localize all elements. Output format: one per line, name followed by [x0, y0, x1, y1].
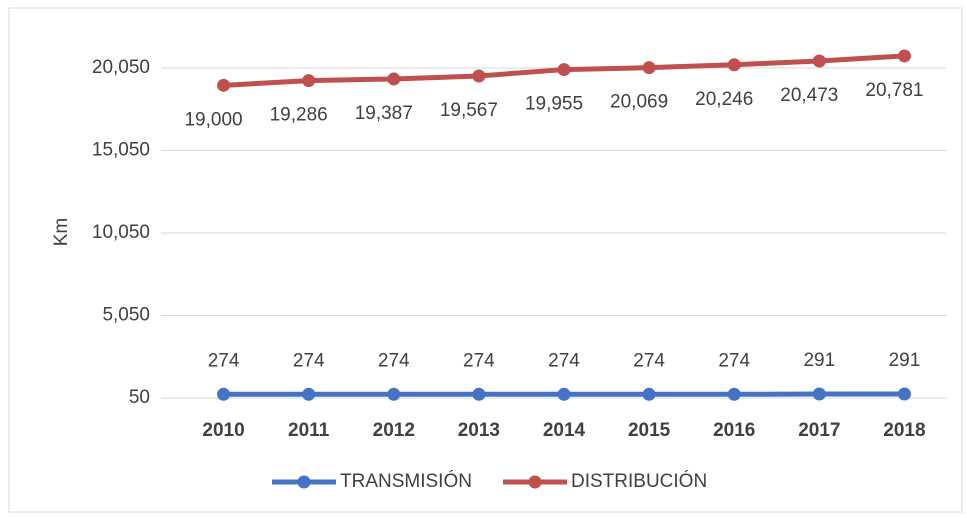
data-label: 19,286 — [270, 105, 328, 126]
marker — [302, 387, 316, 401]
data-label: 20,246 — [695, 89, 753, 110]
marker — [642, 61, 656, 75]
data-label: 20,781 — [865, 80, 923, 101]
data-label: 19,387 — [355, 103, 413, 124]
y-tick-label: 50 — [129, 387, 150, 408]
data-label: 20,069 — [610, 92, 668, 113]
marker — [897, 387, 911, 401]
marker — [727, 387, 741, 401]
data-label: 274 — [378, 350, 410, 371]
marker — [217, 78, 231, 92]
marker — [642, 387, 656, 401]
x-tick-label: 2016 — [713, 420, 755, 441]
data-label: 274 — [463, 350, 495, 371]
data-label: 274 — [208, 350, 240, 371]
data-label: 274 — [548, 350, 580, 371]
marker — [387, 72, 401, 86]
data-label: 20,473 — [780, 85, 838, 106]
y-tick-label: 15,050 — [92, 140, 150, 161]
y-tick-label: 10,050 — [92, 222, 150, 243]
data-label: 274 — [718, 350, 750, 371]
marker — [217, 387, 231, 401]
x-tick-label: 2013 — [458, 420, 500, 441]
marker — [727, 58, 741, 72]
legend-marker — [528, 475, 542, 489]
marker — [472, 387, 486, 401]
marker — [557, 387, 571, 401]
x-tick-label: 2018 — [883, 420, 925, 441]
x-tick-label: 2017 — [798, 420, 840, 441]
marker — [812, 387, 826, 401]
x-tick-label: 2015 — [628, 420, 671, 441]
marker — [472, 69, 486, 83]
y-tick-label: 5,050 — [102, 305, 150, 326]
legend-label: TRANSMISIÓN — [340, 470, 472, 492]
marker — [557, 63, 571, 77]
data-label: 19,000 — [184, 109, 242, 130]
x-tick-label: 2011 — [288, 420, 330, 441]
data-label: 274 — [293, 350, 325, 371]
legend-label: DISTRIBUCIÓN — [571, 470, 707, 492]
x-tick-label: 2014 — [543, 420, 586, 441]
marker — [897, 49, 911, 63]
x-tick-label: 2012 — [373, 420, 415, 441]
chart-border — [8, 7, 963, 513]
legend-marker — [297, 475, 311, 489]
marker — [812, 54, 826, 68]
marker — [302, 74, 316, 88]
y-axis-title: Km — [51, 218, 72, 247]
marker — [387, 387, 401, 401]
data-label: 274 — [633, 350, 665, 371]
y-tick-label: 20,050 — [92, 57, 150, 78]
data-label: 19,567 — [440, 100, 498, 121]
data-label: 291 — [803, 350, 835, 371]
data-label: 19,955 — [525, 94, 583, 115]
x-tick-label: 2010 — [202, 420, 244, 441]
data-label: 291 — [889, 350, 921, 371]
